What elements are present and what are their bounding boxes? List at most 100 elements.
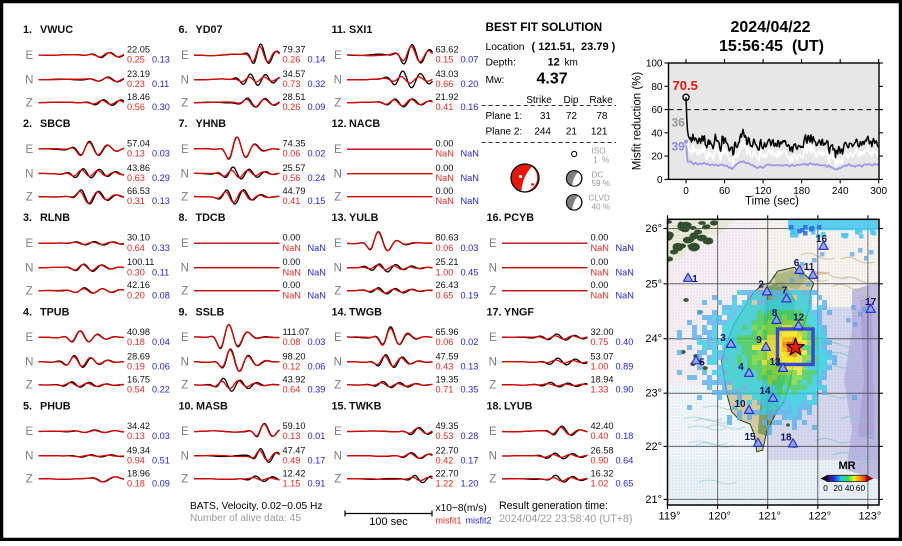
svg-text:0.02: 0.02	[461, 337, 479, 347]
svg-text:E: E	[181, 332, 189, 344]
svg-text:0.49: 0.49	[283, 456, 301, 466]
svg-text:0.71: 0.71	[436, 384, 454, 394]
svg-text:0.65: 0.65	[436, 290, 454, 300]
svg-text:NaN: NaN	[616, 243, 634, 253]
svg-text:LYUB: LYUB	[504, 400, 533, 412]
svg-text:NaN: NaN	[461, 173, 479, 183]
svg-text:6: 6	[794, 258, 800, 269]
svg-text:0.11: 0.11	[152, 79, 169, 89]
svg-text:N: N	[181, 74, 189, 86]
svg-text:43.92: 43.92	[283, 374, 306, 384]
svg-text:0.01: 0.01	[308, 431, 326, 441]
svg-text:Z: Z	[26, 191, 33, 203]
svg-text:13: 13	[769, 357, 781, 368]
svg-text:9.: 9.	[179, 306, 188, 318]
svg-text:26.58: 26.58	[591, 445, 614, 455]
svg-text:0: 0	[683, 186, 689, 197]
svg-text:0.54: 0.54	[127, 384, 145, 394]
svg-text:120: 120	[755, 186, 772, 197]
svg-text:15:56:45 (UT): 15:56:45 (UT)	[719, 38, 824, 55]
svg-text:E: E	[25, 144, 33, 156]
svg-text:100.11: 100.11	[127, 257, 154, 267]
svg-text:1.20: 1.20	[461, 479, 479, 489]
svg-text:66.53: 66.53	[127, 186, 150, 196]
svg-text:0.19: 0.19	[127, 361, 145, 371]
svg-text:N: N	[181, 357, 189, 369]
svg-text:0.89: 0.89	[616, 361, 634, 371]
svg-text:0.41: 0.41	[283, 196, 301, 206]
svg-text:0.25: 0.25	[127, 55, 145, 65]
svg-text:1.02: 1.02	[591, 479, 609, 489]
svg-text:N: N	[489, 357, 497, 369]
svg-text:44.79: 44.79	[283, 186, 306, 196]
svg-text:53.07: 53.07	[591, 351, 614, 361]
svg-text:42.40: 42.40	[591, 421, 614, 431]
svg-text:78: 78	[596, 111, 608, 122]
svg-text:0.12: 0.12	[283, 361, 301, 371]
svg-text:22.70: 22.70	[436, 468, 459, 478]
svg-text:2024/04/22 23:58:40 (UT+8): 2024/04/22 23:58:40 (UT+8)	[499, 513, 632, 525]
svg-text:0.43: 0.43	[436, 361, 454, 371]
svg-text:0.15: 0.15	[308, 196, 326, 206]
svg-text:10: 10	[734, 399, 746, 410]
svg-text:2.: 2.	[23, 118, 32, 130]
svg-text:E: E	[334, 238, 342, 250]
svg-text:122°: 122°	[808, 511, 831, 523]
svg-text:YNGF: YNGF	[504, 306, 534, 318]
svg-text:YHNB: YHNB	[196, 118, 227, 130]
svg-text:0.94: 0.94	[127, 456, 145, 466]
svg-text:72: 72	[566, 111, 578, 122]
svg-text:123°: 123°	[859, 511, 882, 523]
svg-text:misfit2: misfit2	[466, 516, 492, 526]
svg-text:12: 12	[793, 313, 805, 324]
svg-text:43.03: 43.03	[436, 69, 459, 79]
svg-text:0.06: 0.06	[152, 361, 170, 371]
svg-text:Z: Z	[181, 191, 188, 203]
svg-text:E: E	[489, 332, 497, 344]
svg-text:43.86: 43.86	[127, 163, 150, 173]
svg-text:E: E	[181, 144, 189, 156]
svg-text:SXI1: SXI1	[349, 24, 372, 36]
svg-text:25.21: 25.21	[436, 257, 459, 267]
svg-text:7: 7	[782, 286, 788, 297]
svg-text:BATS, Velocity, 0.02−0.05 Hz: BATS, Velocity, 0.02−0.05 Hz	[190, 501, 322, 512]
svg-text:TPUB: TPUB	[40, 306, 70, 318]
svg-text:4.37: 4.37	[537, 71, 568, 88]
svg-text:12.42: 12.42	[283, 468, 306, 478]
svg-text:0.03: 0.03	[152, 431, 170, 441]
svg-text:0.42: 0.42	[436, 456, 454, 466]
svg-text:Z: Z	[489, 380, 496, 392]
svg-text:0.00: 0.00	[591, 280, 609, 290]
svg-text:Z: Z	[181, 380, 188, 392]
svg-text:Strike: Strike	[526, 95, 552, 106]
svg-text:0.73: 0.73	[283, 79, 301, 89]
svg-text:NaN: NaN	[591, 243, 609, 253]
svg-text:0.00: 0.00	[436, 186, 454, 196]
svg-text:10.: 10.	[179, 400, 194, 412]
svg-text:3: 3	[720, 333, 726, 344]
svg-text:Z: Z	[489, 474, 496, 486]
svg-text:8.: 8.	[179, 212, 188, 224]
svg-text:NaN: NaN	[436, 173, 454, 183]
svg-text:1.22: 1.22	[436, 479, 454, 489]
svg-text:BEST FIT SOLUTION: BEST FIT SOLUTION	[486, 20, 603, 34]
svg-text:13.: 13.	[332, 212, 347, 224]
svg-text:Plane 2:: Plane 2:	[486, 127, 523, 138]
svg-text:18.46: 18.46	[127, 92, 150, 102]
svg-text:22.05: 22.05	[127, 45, 150, 55]
svg-text:SSLB: SSLB	[196, 306, 225, 318]
svg-text:ISO: ISO	[592, 147, 606, 156]
svg-text:misfit1: misfit1	[436, 516, 462, 526]
svg-text:0.18: 0.18	[127, 479, 145, 489]
svg-text:15.: 15.	[332, 400, 347, 412]
svg-text:0.03: 0.03	[308, 337, 326, 347]
svg-text:0.06: 0.06	[308, 361, 326, 371]
svg-text:60: 60	[719, 186, 731, 197]
svg-text:Z: Z	[334, 286, 341, 298]
svg-text:57.04: 57.04	[127, 139, 150, 149]
svg-text:N: N	[489, 451, 497, 463]
svg-text:Z: Z	[26, 97, 33, 109]
svg-text:NaN: NaN	[616, 290, 634, 300]
svg-text:0.18: 0.18	[616, 431, 634, 441]
svg-text:0.09: 0.09	[152, 479, 170, 489]
